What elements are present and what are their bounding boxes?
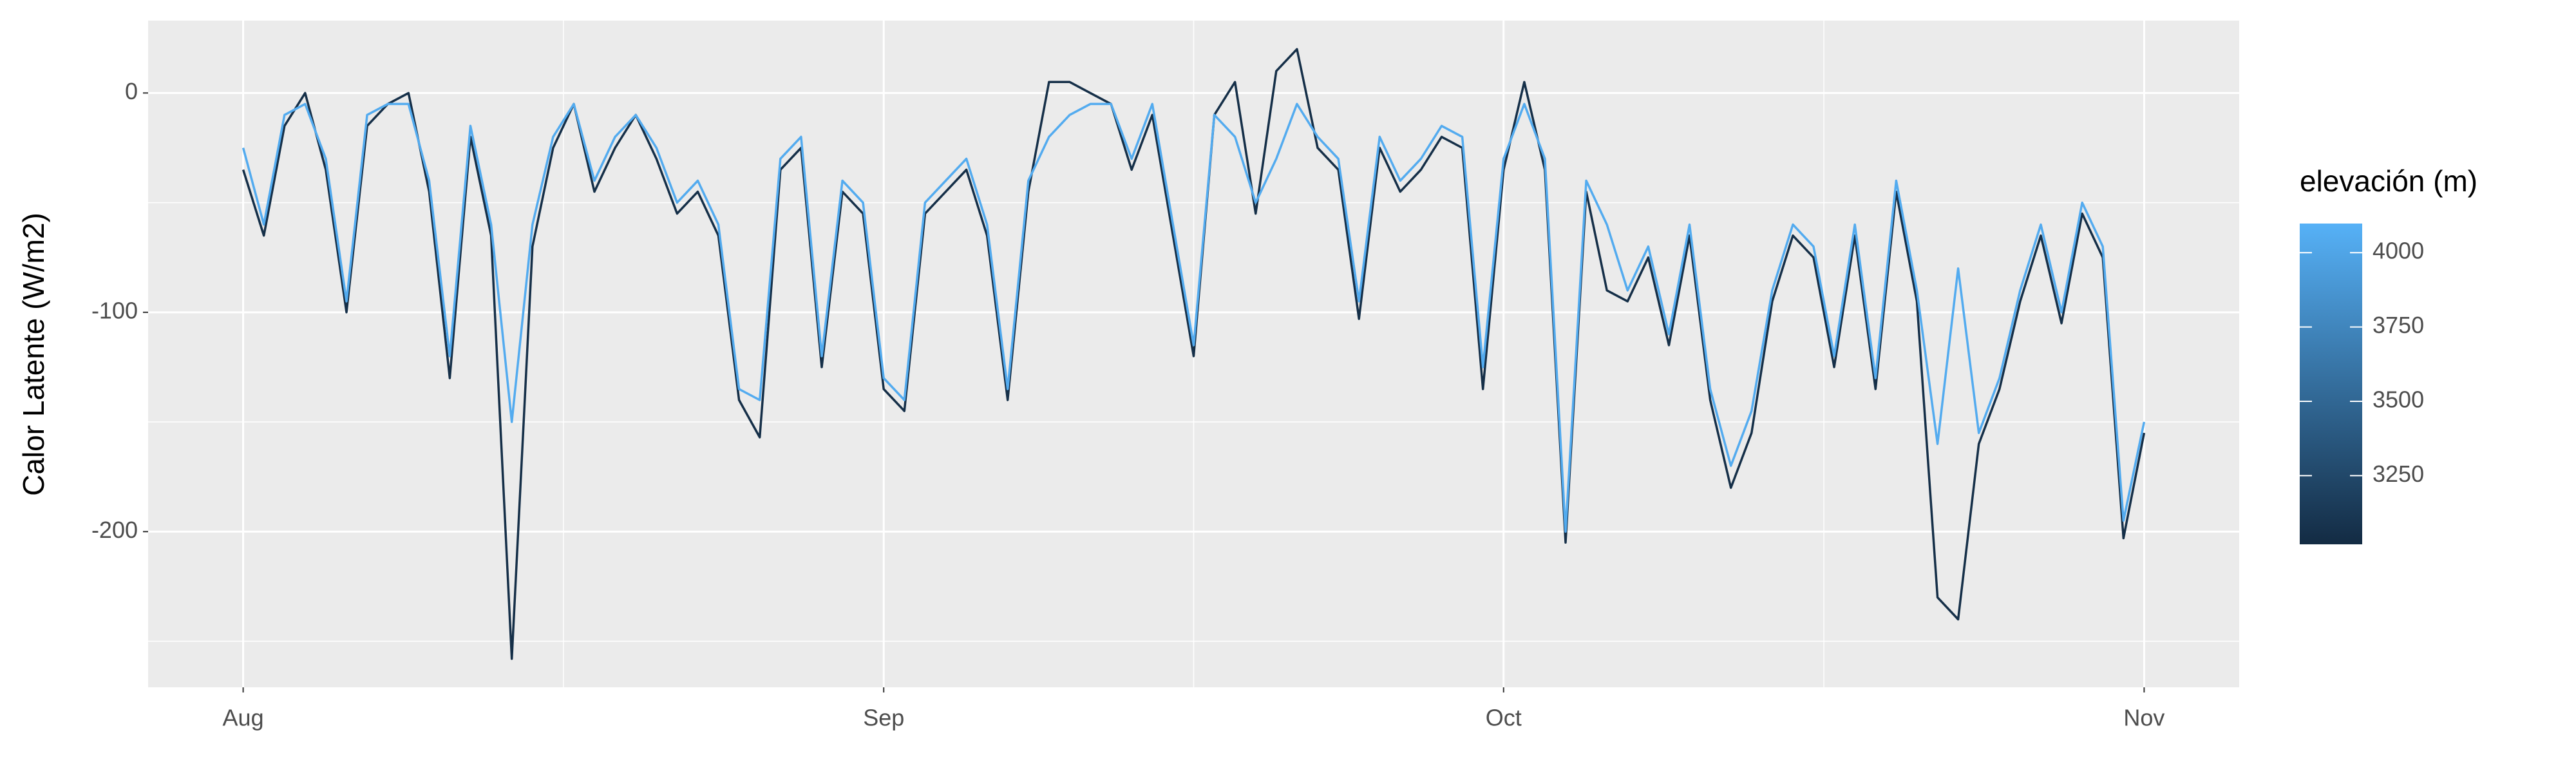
legend-label: 3500 [2372,386,2424,413]
legend-label: 4000 [2372,238,2424,264]
colorbar [2300,224,2362,544]
x-tick-label: Oct [1486,705,1522,731]
x-tick-label: Nov [2123,705,2164,731]
legend-label: 3750 [2372,312,2424,338]
data-line [242,102,2146,533]
x-tick-label: Sep [863,705,904,731]
legend-label: 3250 [2372,461,2424,487]
data-line [242,48,2146,660]
y-tick-label: -100 [91,297,138,323]
y-axis-title: Calor Latente (W/m2) [17,213,50,496]
y-tick-label: 0 [125,78,138,104]
y-tick-label: -200 [91,517,138,543]
x-tick-label: Aug [223,705,264,731]
legend-title: elevación (m) [2300,164,2477,198]
